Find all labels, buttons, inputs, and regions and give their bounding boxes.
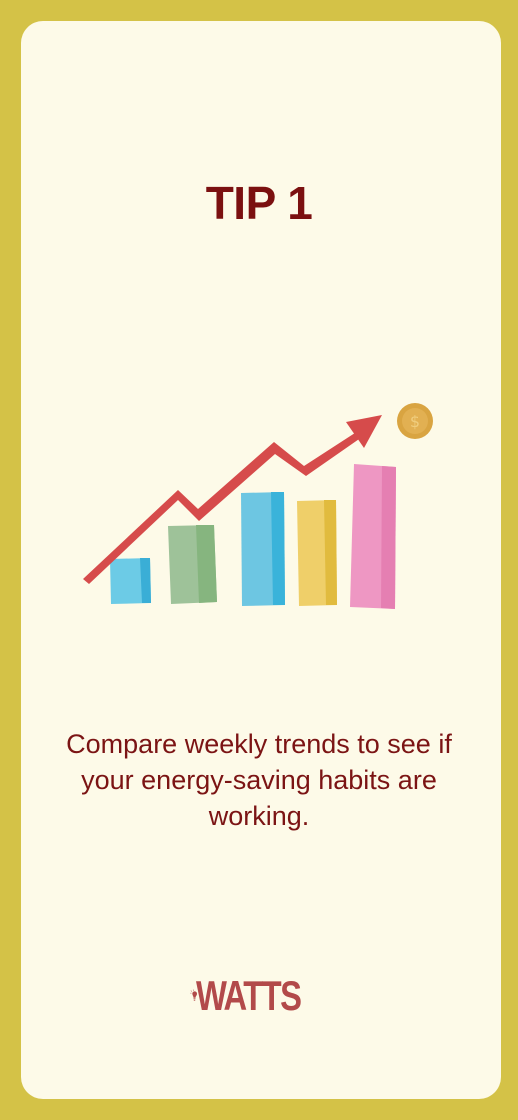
bar-1 (110, 558, 151, 604)
bar-4 (297, 500, 337, 606)
svg-text:$: $ (410, 412, 420, 431)
lightbulb-icon (190, 989, 198, 1001)
bar-3 (241, 492, 285, 606)
watts-logo: WATTS (190, 966, 330, 1026)
bar-2 (168, 525, 217, 604)
bar-5 (350, 464, 396, 609)
logo-text: WATTS (196, 972, 302, 1019)
growth-bar-chart-icon: $ (83, 403, 433, 609)
trend-arrow-icon (83, 415, 382, 584)
tip-description: Compare weekly trends to see if your ene… (66, 729, 452, 831)
coin-icon: $ (397, 403, 433, 439)
tip-title: TIP 1 (205, 177, 313, 229)
